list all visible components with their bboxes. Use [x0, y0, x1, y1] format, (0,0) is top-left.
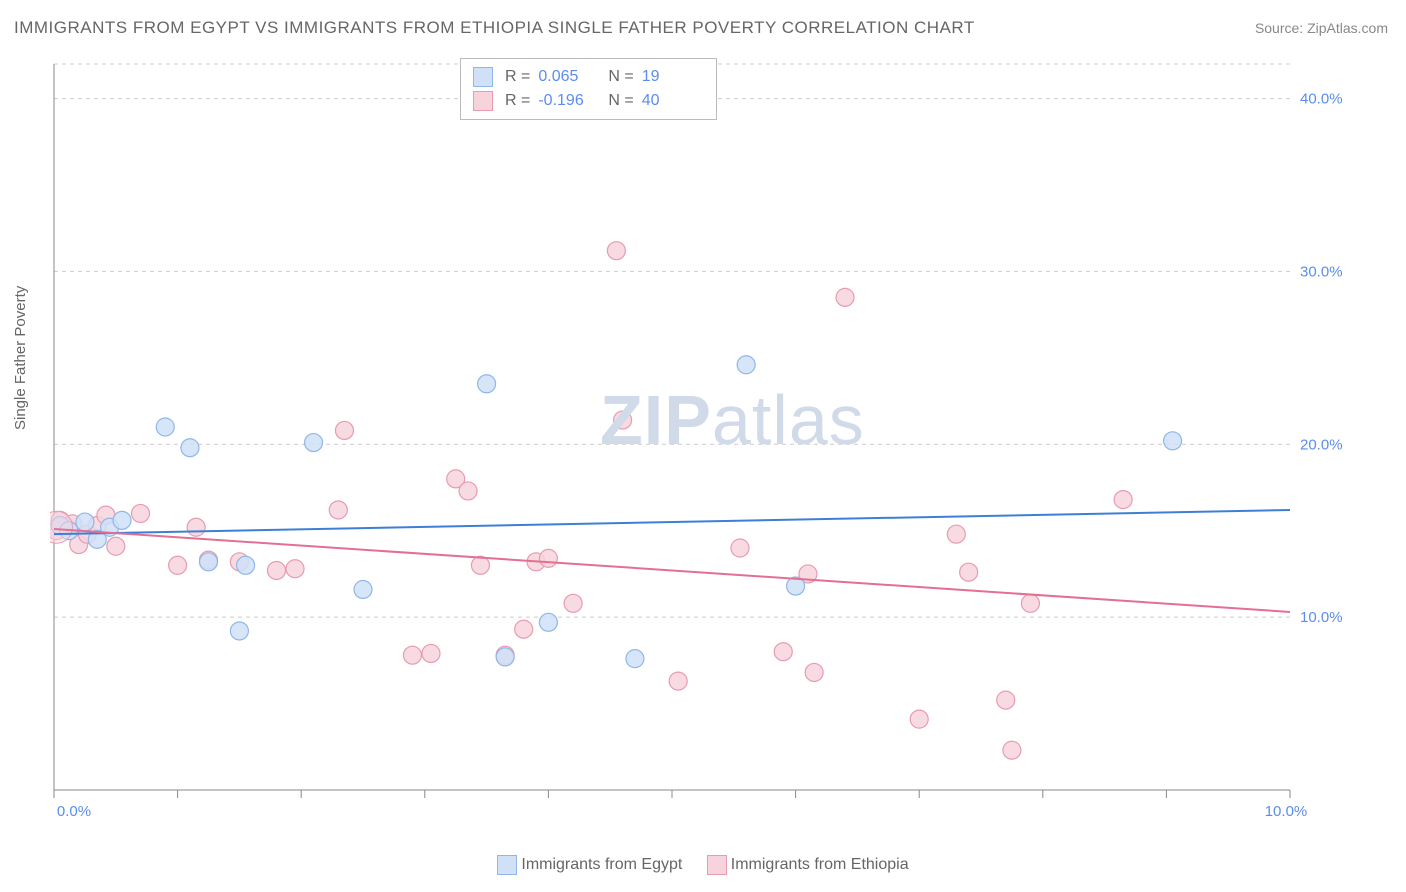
legend-item-egypt: Immigrants from Egypt [497, 855, 682, 875]
swatch-egypt [497, 855, 517, 875]
chart-area: 10.0% 20.0% 30.0% 40.0% 0.0% 10.0% [50, 60, 1350, 820]
source-prefix: Source: [1255, 20, 1307, 36]
correlation-stats-box: R = 0.065 N = 19 R = -0.196 N = 40 [460, 58, 717, 120]
swatch-egypt [473, 67, 493, 87]
swatch-ethiopia [473, 91, 493, 111]
legend-label: Immigrants from Egypt [521, 856, 682, 874]
n-label: N = [608, 65, 633, 89]
svg-text:40.0%: 40.0% [1300, 91, 1343, 108]
n-value-ethiopia: 40 [642, 89, 704, 113]
y-axis-label: Single Father Poverty [12, 286, 29, 430]
source-attribution: Source: ZipAtlas.com [1255, 20, 1388, 36]
swatch-ethiopia [707, 855, 727, 875]
r-label: R = [505, 89, 530, 113]
chart-title: IMMIGRANTS FROM EGYPT VS IMMIGRANTS FROM… [14, 18, 975, 38]
n-label: N = [608, 89, 633, 113]
r-value-ethiopia: -0.196 [538, 89, 600, 113]
n-value-egypt: 19 [642, 65, 704, 89]
scatter-chart: 10.0% 20.0% 30.0% 40.0% 0.0% 10.0% [50, 60, 1350, 820]
r-value-egypt: 0.065 [538, 65, 600, 89]
legend-label: Immigrants from Ethiopia [731, 856, 909, 874]
svg-text:20.0%: 20.0% [1300, 436, 1343, 453]
r-label: R = [505, 65, 530, 89]
svg-text:10.0%: 10.0% [1265, 803, 1308, 820]
svg-text:10.0%: 10.0% [1300, 609, 1343, 626]
stats-row-ethiopia: R = -0.196 N = 40 [473, 89, 704, 113]
svg-text:0.0%: 0.0% [57, 803, 91, 820]
legend: Immigrants from Egypt Immigrants from Et… [0, 855, 1406, 880]
legend-item-ethiopia: Immigrants from Ethiopia [707, 855, 909, 875]
source-name: ZipAtlas.com [1307, 20, 1388, 36]
stats-row-egypt: R = 0.065 N = 19 [473, 65, 704, 89]
svg-text:30.0%: 30.0% [1300, 263, 1343, 280]
